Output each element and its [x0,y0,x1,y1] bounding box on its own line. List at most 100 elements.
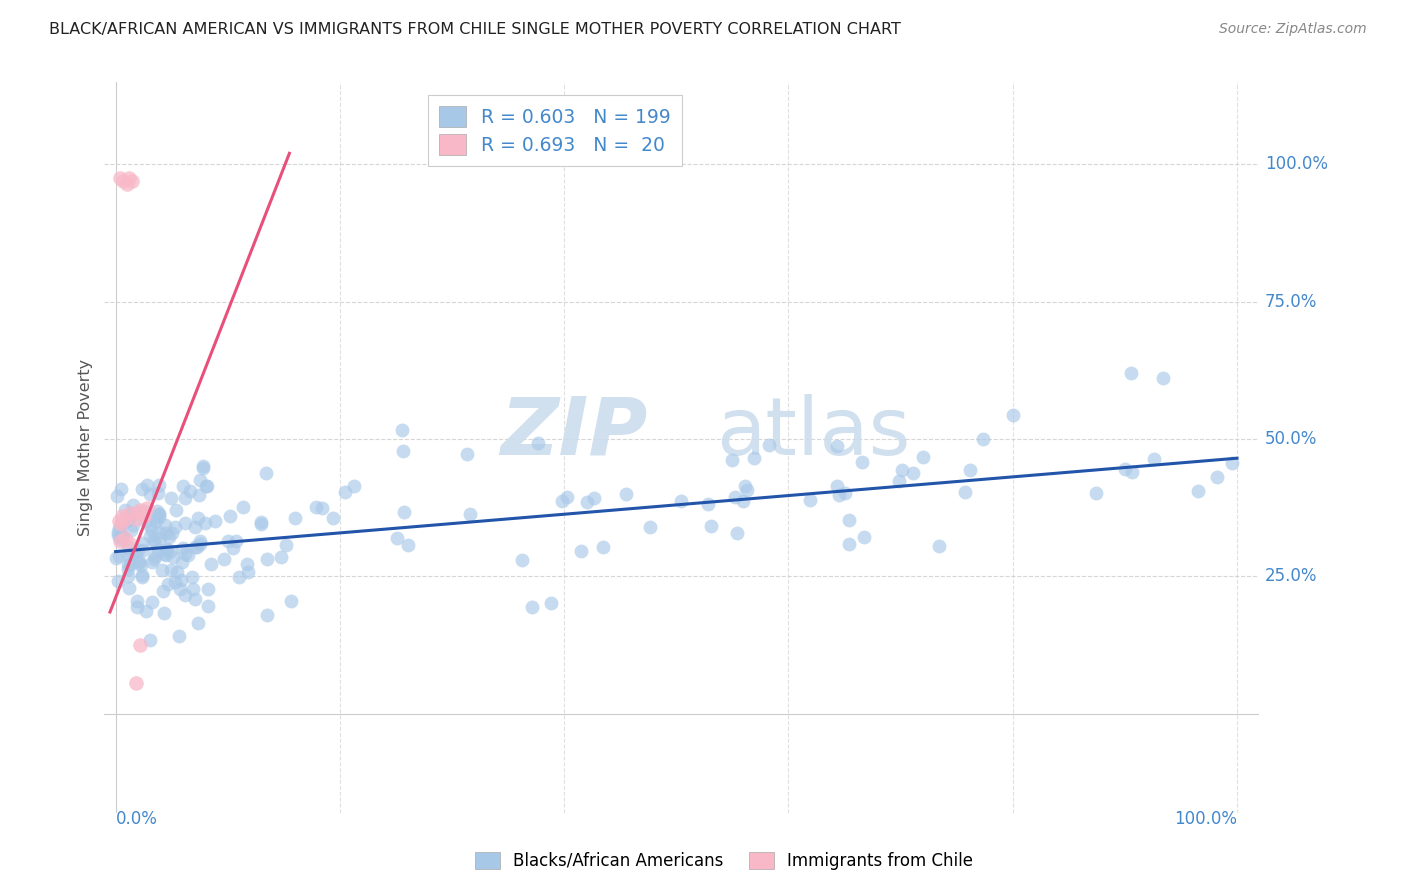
Text: BLACK/AFRICAN AMERICAN VS IMMIGRANTS FROM CHILE SINGLE MOTHER POVERTY CORRELATIO: BLACK/AFRICAN AMERICAN VS IMMIGRANTS FRO… [49,22,901,37]
Point [834,485,856,500]
Point [107,527,129,541]
Point [720,452,742,467]
Point [108,514,131,528]
Point [165,520,187,534]
Point [396,538,419,552]
Point [311,500,333,515]
Point [127,542,149,557]
Point [108,533,131,548]
Point [256,552,278,566]
Point [120,557,142,571]
Point [187,510,209,524]
Point [191,458,214,473]
Point [110,482,132,496]
Point [156,542,179,557]
Point [142,552,165,566]
Point [555,490,578,504]
Point [131,482,153,496]
Point [550,493,572,508]
Point [392,443,415,458]
Point [228,570,250,584]
Point [132,508,155,523]
Point [225,534,247,549]
Point [108,533,131,547]
Point [697,497,720,511]
Point [104,551,127,566]
Point [169,582,191,596]
Point [250,515,273,529]
Point [838,537,860,551]
Point [305,500,328,514]
Point [254,466,277,480]
Point [724,490,747,504]
Point [107,574,129,588]
Point [136,478,159,492]
Point [671,494,693,508]
Point [134,504,156,518]
Point [953,485,976,500]
Point [394,505,416,519]
Point [172,541,194,555]
Point [148,477,170,491]
Point [742,451,765,466]
Point [250,517,273,532]
Point [184,520,207,534]
Point [155,526,177,541]
Point [108,521,131,535]
Text: 75.0%: 75.0% [1265,293,1317,310]
Point [571,544,593,558]
Point [540,596,562,610]
Point [160,526,183,541]
Point [146,504,169,518]
Point [256,607,278,622]
Point [141,595,163,609]
Point [188,473,211,487]
Point [527,435,550,450]
Point [128,554,150,568]
Point [111,529,134,543]
Point [181,570,204,584]
Point [173,547,195,561]
Point [191,461,214,475]
Point [188,534,211,549]
Point [125,546,148,560]
Point [735,483,758,497]
Point [148,509,170,524]
Point [1152,371,1174,385]
Point [194,479,217,493]
Point [148,507,170,521]
Point [125,594,148,608]
Point [155,548,177,562]
Text: 25.0%: 25.0% [1265,567,1317,585]
Point [117,581,139,595]
Point [162,549,184,564]
Point [160,491,183,506]
Point [890,463,912,477]
Text: 0.0%: 0.0% [115,810,157,828]
Point [139,518,162,533]
Point [458,507,481,521]
Point [108,171,131,186]
Legend: R = 0.603   N = 199, R = 0.693   N =  20: R = 0.603 N = 199, R = 0.693 N = 20 [427,95,682,166]
Point [238,565,260,579]
Text: atlas: atlas [717,393,911,472]
Point [129,503,152,517]
Point [129,638,152,652]
Point [614,487,637,501]
Point [156,577,179,591]
Point [912,450,935,465]
Point [131,569,153,583]
Point [125,676,148,690]
Point [115,177,138,191]
Point [152,583,174,598]
Text: Source: ZipAtlas.com: Source: ZipAtlas.com [1219,22,1367,37]
Point [1119,367,1142,381]
Point [117,568,139,582]
Point [576,494,599,508]
Point [117,513,139,527]
Point [114,503,136,517]
Point [725,525,748,540]
Point [174,491,197,506]
Point [135,604,157,618]
Point [136,500,159,515]
